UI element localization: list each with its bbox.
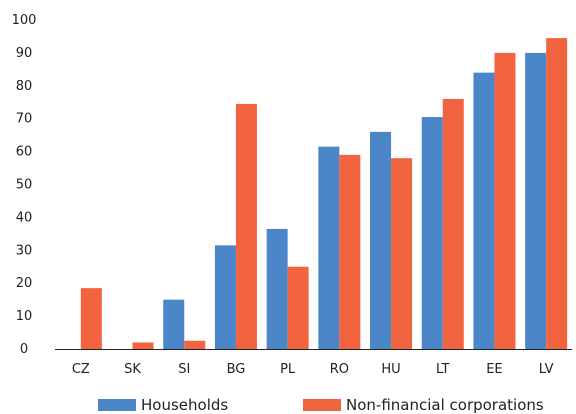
- x-axis: CZ SK SI BG PL RO HU LT EE LV: [72, 362, 554, 377]
- legend: Households Non-financial corporations: [98, 396, 544, 414]
- x-tick-label: CZ: [72, 362, 90, 377]
- bars: [80, 38, 568, 350]
- bar-households-si: [163, 299, 185, 349]
- x-tick-label: EE: [486, 362, 502, 377]
- legend-label: Households: [141, 396, 228, 414]
- y-tick-label: 0: [20, 342, 28, 357]
- y-tick-label: 30: [16, 243, 33, 258]
- x-tick-label: RO: [330, 362, 349, 377]
- y-tick-label: 70: [16, 112, 33, 127]
- bar-non-financial-corporations-pl: [287, 266, 309, 349]
- y-tick-label: 40: [16, 210, 33, 225]
- bar-households-bg: [214, 245, 236, 349]
- bar-non-financial-corporations-cz: [80, 288, 102, 349]
- x-tick-label: BG: [227, 362, 246, 377]
- y-tick-label: 20: [16, 276, 33, 291]
- bar-non-financial-corporations-si: [184, 340, 206, 349]
- bar-non-financial-corporations-ro: [339, 154, 361, 349]
- legend-swatch: [303, 399, 341, 411]
- y-tick-label: 100: [12, 13, 37, 28]
- bar-non-financial-corporations-lt: [442, 98, 464, 350]
- bar-households-pl: [266, 228, 288, 349]
- y-tick-label: 80: [16, 79, 33, 94]
- bar-non-financial-corporations-ee: [494, 52, 516, 350]
- bar-households-hu: [370, 131, 392, 349]
- bar-households-ee: [473, 72, 495, 349]
- x-tick-label: PL: [280, 362, 296, 377]
- y-tick-label: 10: [16, 309, 33, 324]
- bar-households-lv: [525, 52, 547, 350]
- bar-households-ro: [318, 146, 340, 349]
- y-tick-label: 90: [16, 46, 33, 61]
- bar-non-financial-corporations-hu: [391, 158, 413, 349]
- legend-swatch: [98, 399, 136, 411]
- bar-non-financial-corporations-bg: [235, 103, 257, 350]
- bar-households-lt: [421, 117, 443, 350]
- y-tick-label: 50: [16, 178, 33, 193]
- x-tick-label: LV: [539, 362, 554, 377]
- bar-non-financial-corporations-sk: [132, 342, 154, 349]
- y-tick-label: 60: [16, 145, 33, 160]
- x-tick-label: SI: [178, 362, 190, 377]
- bar-non-financial-corporations-lv: [546, 38, 568, 349]
- x-tick-label: LT: [436, 362, 449, 377]
- x-tick-label: SK: [124, 362, 141, 377]
- x-tick-label: HU: [381, 362, 400, 377]
- legend-label: Non-financial corporations: [346, 396, 544, 414]
- y-axis: 0 10 20 30 40 50 60 70 80 90 100: [12, 13, 37, 357]
